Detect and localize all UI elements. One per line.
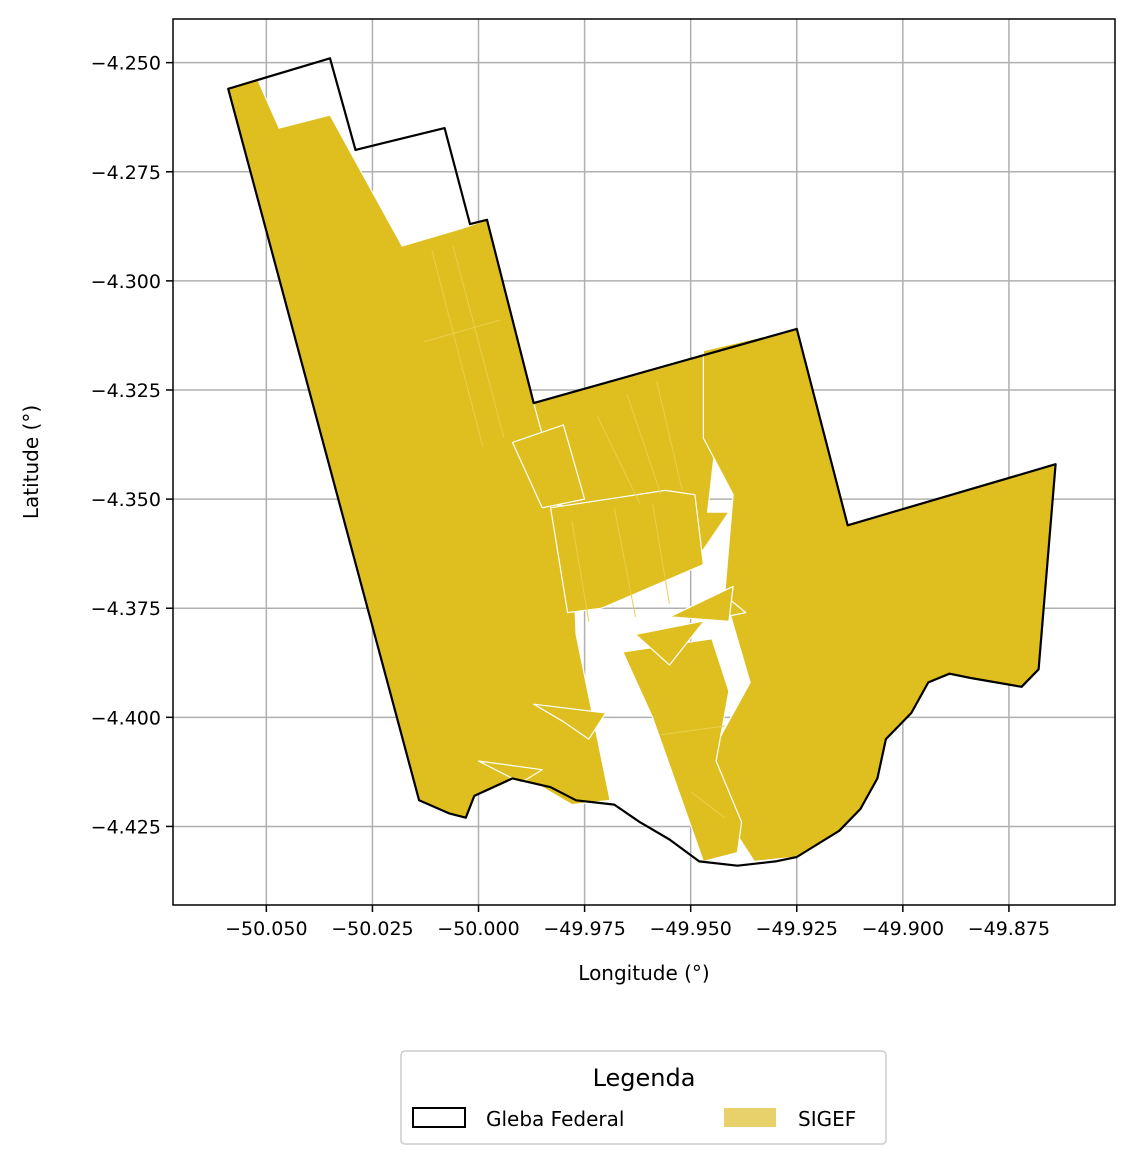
gleba-federal-layer bbox=[227, 57, 1057, 867]
sigef-parcel-division bbox=[571, 520, 590, 622]
sigef-parcel-division bbox=[452, 245, 505, 439]
x-tick-label: −50.025 bbox=[331, 918, 413, 940]
sigef-parcel bbox=[622, 638, 743, 863]
y-tick-label: −4.375 bbox=[91, 598, 161, 620]
y-axis-ticks: −4.250 −4.275 −4.300 −4.325 −4.350 −4.375 −4.4… bbox=[91, 53, 173, 838]
sigef-parcel-division bbox=[613, 507, 637, 618]
x-tick-label: −49.875 bbox=[968, 918, 1050, 940]
legend-label-sigef: SIGEF bbox=[798, 1107, 856, 1131]
y-tick-label: −4.425 bbox=[91, 816, 161, 838]
sigef-parcel-division bbox=[656, 381, 683, 491]
x-tick-label: −50.050 bbox=[225, 918, 307, 940]
x-tick-label: −49.900 bbox=[862, 918, 944, 940]
x-tick-label: −49.975 bbox=[543, 918, 625, 940]
sigef-parcel-division bbox=[690, 791, 725, 819]
x-tick-label: −50.000 bbox=[437, 918, 519, 940]
sigef-parcel bbox=[549, 489, 705, 614]
sigef-parcel bbox=[668, 585, 734, 622]
plot-frame bbox=[172, 18, 1116, 906]
sigef-parcel bbox=[511, 424, 586, 509]
y-tick-label: −4.300 bbox=[91, 271, 161, 293]
sigef-parcel bbox=[477, 760, 543, 784]
x-tick-label: −49.950 bbox=[649, 918, 731, 940]
legend-swatch-sigef bbox=[724, 1108, 776, 1127]
sigef-parcel bbox=[533, 703, 607, 740]
sigef-parcel-division bbox=[660, 725, 725, 736]
sigef-parcel-division bbox=[626, 394, 662, 495]
legend-swatch-gleba-federal bbox=[412, 1107, 466, 1128]
y-tick-label: −4.275 bbox=[91, 162, 161, 184]
legend-label-gleba-federal: Gleba Federal bbox=[486, 1107, 624, 1131]
x-tick-label: −49.925 bbox=[756, 918, 838, 940]
y-tick-label: −4.350 bbox=[91, 489, 161, 511]
y-tick-label: −4.325 bbox=[91, 380, 161, 402]
x-axis-ticks: −50.050 −50.025 −50.000 −49.975 −49.950 −49.9… bbox=[225, 905, 1050, 940]
sigef-layer bbox=[227, 79, 1057, 863]
y-tick-label: −4.400 bbox=[91, 707, 161, 729]
sigef-parcel-division bbox=[651, 503, 670, 604]
y-axis-label: Latitude (°) bbox=[19, 405, 43, 519]
sigef-parcel-division bbox=[431, 250, 484, 447]
legend-title: Legenda bbox=[593, 1064, 696, 1092]
sigef-parcel-division bbox=[596, 415, 641, 504]
y-tick-label: −4.250 bbox=[91, 53, 161, 75]
x-axis-label: Longitude (°) bbox=[578, 961, 709, 985]
legend: Legenda Gleba Federal SIGEF bbox=[400, 1050, 887, 1145]
sigef-parcel bbox=[702, 328, 1057, 863]
sigef-parcel-division bbox=[423, 319, 500, 343]
gleba-federal-boundary bbox=[227, 57, 1057, 867]
